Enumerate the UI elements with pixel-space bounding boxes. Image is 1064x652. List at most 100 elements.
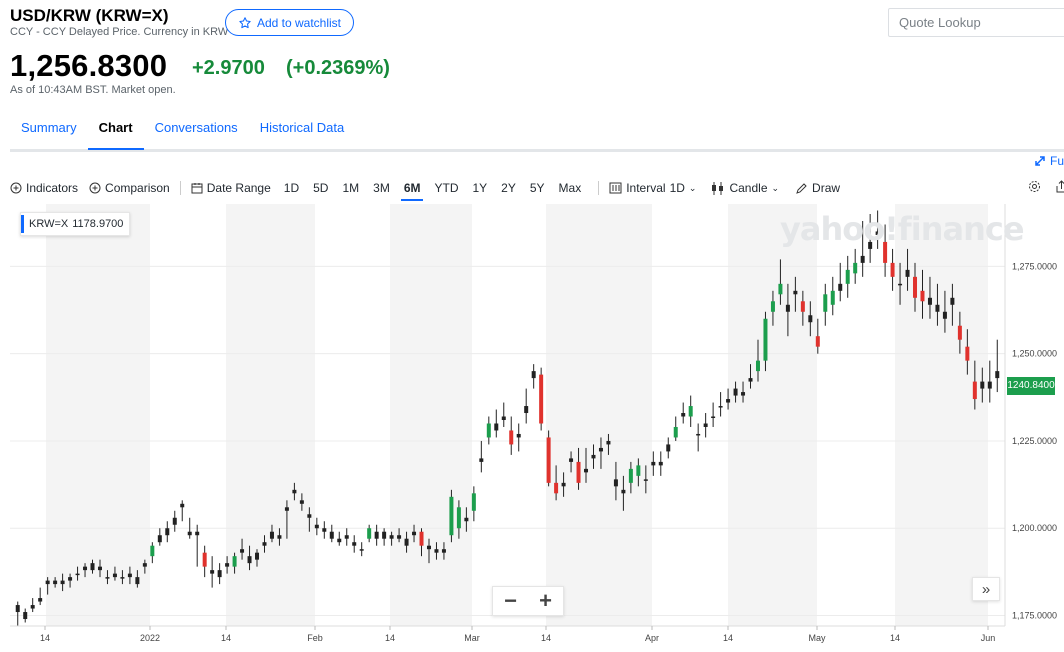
chart-band xyxy=(390,204,472,626)
comparison-button[interactable]: Comparison xyxy=(89,181,170,195)
range-3m[interactable]: 3M xyxy=(373,181,390,195)
date-range-button[interactable]: Date Range xyxy=(191,181,271,195)
candle-body xyxy=(703,423,708,427)
candle xyxy=(456,500,461,539)
candle-body xyxy=(45,580,50,585)
candle xyxy=(404,531,409,553)
chevron-down-icon: ⌄ xyxy=(771,182,780,193)
range-2y[interactable]: 2Y xyxy=(501,181,516,195)
candle-body xyxy=(868,241,873,249)
range-1m[interactable]: 1M xyxy=(342,181,360,195)
candle xyxy=(898,262,903,305)
candle-body xyxy=(561,482,566,487)
candle xyxy=(284,500,289,539)
candle-body xyxy=(681,413,686,417)
candle-body xyxy=(269,531,274,539)
tab-conversations[interactable]: Conversations xyxy=(154,120,238,135)
candle xyxy=(90,559,95,574)
candle xyxy=(434,542,439,560)
candle xyxy=(606,433,611,455)
range-1d[interactable]: 1D xyxy=(283,181,300,195)
candle-body xyxy=(23,612,28,620)
candle-body xyxy=(240,549,245,553)
price-chart[interactable]: 1,275.0000 1,250.0000 1,225.0000 1,200.0000… xyxy=(10,204,1064,652)
candle xyxy=(950,283,955,326)
candle xyxy=(165,521,170,543)
candle xyxy=(344,528,349,546)
candle-body xyxy=(202,552,207,567)
range-max[interactable]: Max xyxy=(558,181,582,195)
candle-body xyxy=(935,304,940,312)
candle-body xyxy=(127,573,132,578)
candlestick-chart: 1,275.0000 1,250.0000 1,225.0000 1,200.0000… xyxy=(10,204,1057,643)
candle-body xyxy=(172,517,177,525)
candle xyxy=(240,538,245,560)
quote-lookup-input[interactable]: Quote Lookup xyxy=(888,8,1064,37)
candle-body xyxy=(494,423,499,431)
add-to-watchlist-button[interactable]: Add to watchlist xyxy=(225,9,354,36)
candle-body xyxy=(165,528,170,536)
candle-body xyxy=(621,489,626,494)
candle-icon xyxy=(712,181,724,195)
candle-body xyxy=(584,468,589,473)
candle-body xyxy=(785,304,790,312)
candle-body xyxy=(554,482,559,494)
candle-body xyxy=(696,433,701,436)
candle-body xyxy=(838,283,843,291)
range-6m[interactable]: 6M xyxy=(397,178,428,201)
candle xyxy=(995,339,1000,393)
candle xyxy=(419,528,424,557)
candle-body xyxy=(628,468,633,483)
range-1y[interactable]: 1Y xyxy=(472,181,488,195)
legend-symbol: KRW=X xyxy=(29,218,69,230)
scroll-right-button[interactable]: » xyxy=(972,577,1000,601)
candle xyxy=(651,451,656,476)
tab-summary[interactable]: Summary xyxy=(21,120,77,135)
candle xyxy=(172,510,177,532)
chart-band xyxy=(895,204,988,626)
chart-type-dropdown[interactable]: Candle ⌄ xyxy=(711,181,779,195)
fullscreen-button[interactable]: Fu xyxy=(1034,154,1064,168)
plus-circle-icon xyxy=(10,182,22,194)
range-ytd[interactable]: YTD xyxy=(434,181,459,195)
star-icon xyxy=(239,16,251,28)
x-tick-label: 14 xyxy=(541,633,551,643)
x-tick-label: Jun xyxy=(981,633,996,643)
candle xyxy=(30,598,35,613)
x-tick-label: 14 xyxy=(890,633,900,643)
candle xyxy=(471,486,476,522)
x-tick-label: Mar xyxy=(464,633,480,643)
range-5d[interactable]: 5D xyxy=(313,181,329,195)
tab-historical-data[interactable]: Historical Data xyxy=(259,120,345,135)
zoom-in-button[interactable]: + xyxy=(539,588,552,613)
settings-icon[interactable] xyxy=(1028,180,1041,193)
candle-body xyxy=(524,406,529,414)
candle-body xyxy=(337,538,342,543)
tab-chart[interactable]: Chart xyxy=(87,110,144,150)
candle xyxy=(53,577,58,588)
candle-body xyxy=(314,524,319,529)
candle-body xyxy=(120,577,125,579)
candle xyxy=(830,276,835,316)
candle-body xyxy=(255,552,260,560)
candle xyxy=(927,276,932,319)
range-5y[interactable]: 5Y xyxy=(529,181,545,195)
draw-button[interactable]: Draw xyxy=(795,181,840,195)
candle-body xyxy=(180,503,185,508)
candle xyxy=(269,524,274,543)
candle-body xyxy=(441,549,446,553)
candle-body xyxy=(613,479,618,487)
candle xyxy=(793,276,798,312)
candle xyxy=(785,283,790,337)
interval-dropdown[interactable]: Interval 1D ⌄ xyxy=(609,181,696,195)
candle xyxy=(890,248,895,291)
candle-body xyxy=(726,399,731,403)
share-icon[interactable] xyxy=(1055,180,1064,193)
as-of-time: As of 10:43AM BST. Market open. xyxy=(10,84,176,96)
candle-body xyxy=(105,577,110,579)
candle xyxy=(277,528,282,546)
candle-body xyxy=(890,262,895,277)
candle xyxy=(83,563,88,578)
zoom-out-button[interactable]: − xyxy=(504,588,517,613)
indicators-button[interactable]: Indicators xyxy=(10,181,78,195)
